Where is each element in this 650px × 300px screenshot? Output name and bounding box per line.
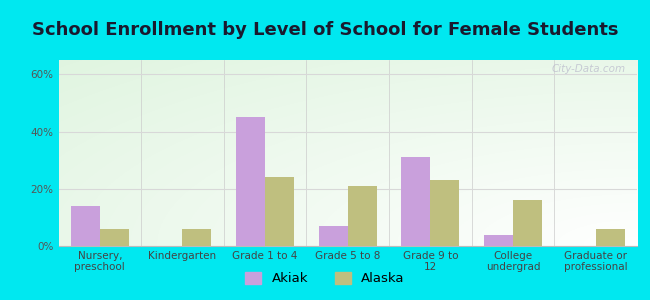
Text: School Enrollment by Level of School for Female Students: School Enrollment by Level of School for… — [32, 21, 618, 39]
Bar — [402, 157, 430, 246]
Text: City-Data.com: City-Data.com — [551, 64, 625, 74]
Bar — [71, 206, 100, 246]
Bar — [348, 186, 377, 246]
Bar — [430, 180, 460, 246]
Bar — [595, 229, 625, 246]
Bar — [100, 229, 129, 246]
Bar — [513, 200, 542, 246]
Bar — [484, 235, 513, 246]
Bar — [318, 226, 348, 246]
Bar — [265, 177, 294, 246]
Legend: Akiak, Alaska: Akiak, Alaska — [240, 266, 410, 290]
Bar — [183, 229, 211, 246]
Bar — [236, 117, 265, 246]
